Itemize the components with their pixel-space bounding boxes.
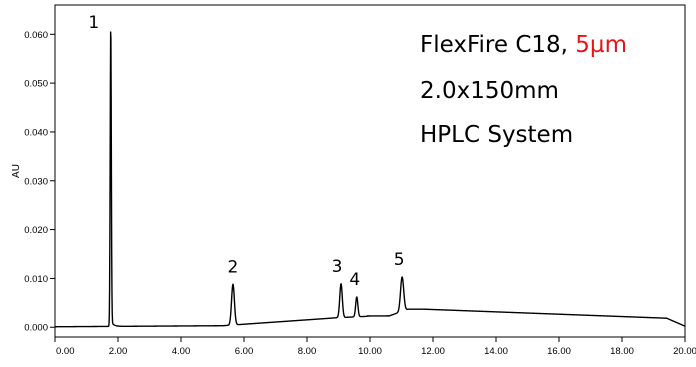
x-tick-label: 0.00 [56,346,75,357]
x-tick-label: 6.00 [235,346,254,357]
peak-labels: 1 2 34 5 [88,13,404,290]
x-tick-label: 4.00 [172,346,191,357]
particle-size-text: 5µm [575,32,627,58]
column-dimensions-annotation: 2.0x150mm [420,78,559,104]
x-tick-label: 8.00 [298,346,317,357]
y-tick-label: 0.030 [24,176,48,187]
column-name-text: FlexFire C18, [420,32,575,58]
y-axis-ticks: 0.000 0.010 0.020 0.030 0.040 0.050 0.060 [24,30,55,334]
chromatogram-trace [54,31,686,328]
y-tick-label: 0.060 [24,30,48,41]
x-axis-ticks: 0.00 2.00 4.00 6.00 8.00 10.00 12.00 14.00 16.00… [54,337,696,357]
x-tick-label: 16.00 [547,346,571,357]
x-tick-label: 12.00 [421,346,445,357]
peak-label-1: 1 [88,13,99,33]
peak-label-3: 3 [332,257,343,277]
peak-label-4: 4 [349,270,360,290]
column-name-annotation: FlexFire C18, 5µm [420,32,627,58]
y-tick-label: 0.050 [24,79,48,90]
x-tick-label: 20.00 [673,346,696,357]
x-tick-label: 10.00 [358,346,382,357]
x-tick-label: 2.00 [109,346,128,357]
annotation-block: FlexFire C18, 5µm 2.0x150mm HPLC System [420,32,627,148]
x-tick-label: 18.00 [610,346,634,357]
peak-label-5: 5 [394,250,405,270]
y-tick-label: 0.010 [24,274,48,285]
system-annotation: HPLC System [420,122,573,148]
peak-label-2: 2 [228,257,239,277]
y-axis-title: AU [11,164,22,178]
y-tick-label: 0.020 [24,225,48,236]
y-tick-label: 0.000 [24,323,48,334]
x-tick-label: 14.00 [484,346,508,357]
y-tick-label: 0.040 [24,127,48,138]
